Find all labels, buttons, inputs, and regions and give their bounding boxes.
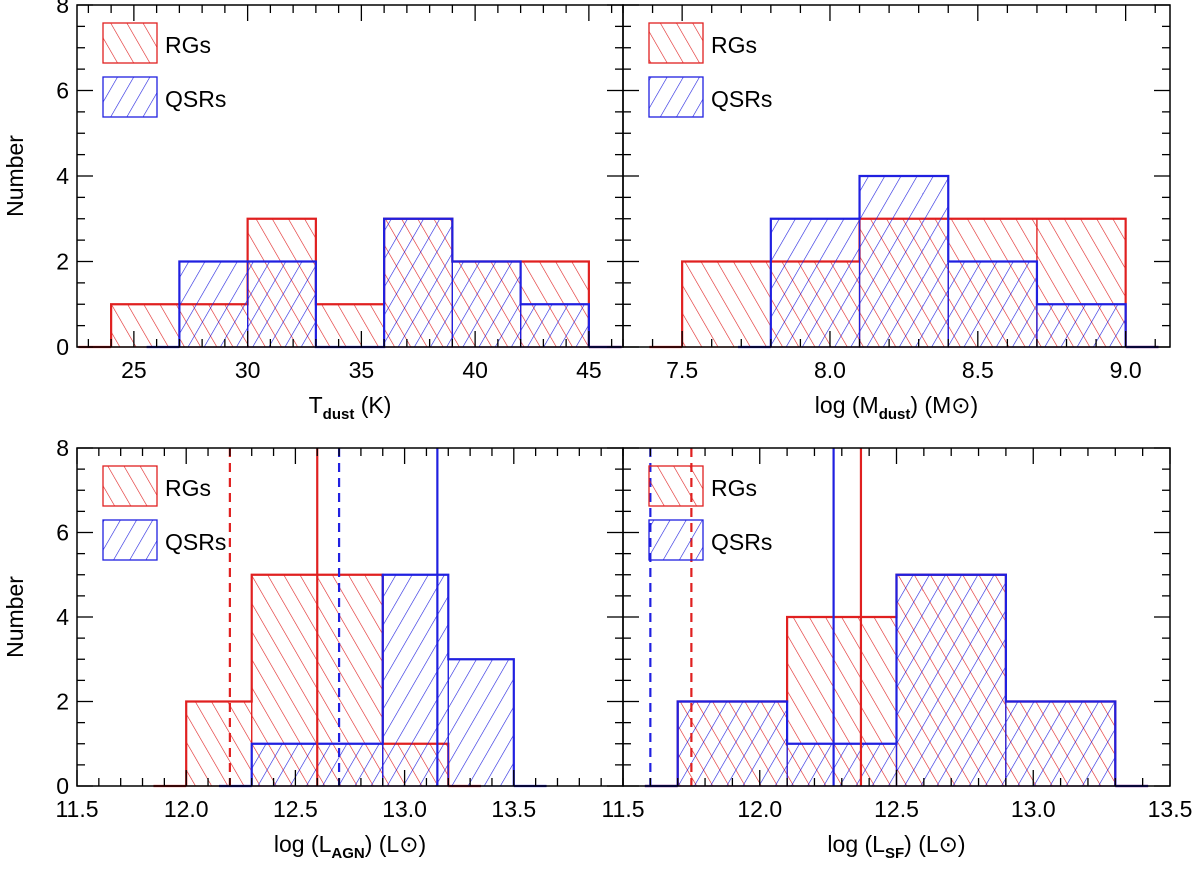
bar-rgs-0 <box>185 700 253 787</box>
legend-label-qsrs: QSRs <box>711 86 772 112</box>
y-tick-label: 6 <box>56 78 69 104</box>
legend-swatch-rgs <box>102 22 158 64</box>
bar-qsrs-3 <box>383 218 453 348</box>
panel-bottom-right: 11.5 12.0 12.5 13.0 13.5 log (LSF) (L⊙) RGs QSR… <box>601 447 1193 862</box>
bar-qsrs-4 <box>451 260 522 348</box>
x-tick-label: 25 <box>121 357 147 383</box>
x-tick-label: 8.5 <box>962 357 994 383</box>
y-tick-label: 8 <box>56 0 69 18</box>
x-tick-label: 12.5 <box>874 796 919 822</box>
x-tick-label: 12.5 <box>273 796 318 822</box>
legend-label-qsrs: QSRs <box>711 529 772 555</box>
x-axis-label: log (LSF) (L⊙) <box>827 831 965 862</box>
legend-swatch-qsrs <box>648 76 704 118</box>
legend-label-rgs: RGs <box>165 475 211 501</box>
bar-qsrs-3 <box>1036 303 1127 348</box>
legend-label-rgs: RGs <box>165 32 211 58</box>
legend-swatch-rgs <box>648 22 704 64</box>
bar-qsrs-0 <box>178 260 249 348</box>
legend-swatch-qsrs <box>102 76 158 118</box>
y-tick-label: 2 <box>56 689 69 715</box>
x-tick-label: 13.0 <box>382 796 427 822</box>
x-tick-label: 13.5 <box>1148 796 1193 822</box>
bar-rgs-0 <box>110 303 180 348</box>
x-tick-label: 35 <box>349 357 375 383</box>
y-tick-label: 6 <box>56 520 69 546</box>
bar-qsrs-1 <box>247 260 317 348</box>
bar-qsrs-0 <box>770 218 861 348</box>
x-tick-label: 13.5 <box>491 796 536 822</box>
panel-top-left: 25 30 35 40 45 0 2 4 6 8 Tdust (K) Number RGs QSRs <box>2 0 624 423</box>
legend-label-qsrs: QSRs <box>165 86 226 112</box>
bar-qsrs-5 <box>520 303 590 348</box>
x-tick-label: 12.0 <box>164 796 209 822</box>
legend-label-qsrs: QSRs <box>165 529 226 555</box>
y-axis-label: Number <box>2 135 28 217</box>
y-tick-label: 0 <box>56 773 69 799</box>
x-tick-label: 13.0 <box>1011 796 1056 822</box>
x-tick-label: 30 <box>235 357 261 383</box>
x-axis-label: log (LAGN) (L⊙) <box>274 831 426 862</box>
x-tick-label: 8.0 <box>814 357 846 383</box>
panel-top-right: 7.5 8.0 8.5 9.0 log (Mdust) (M⊙) RGs QSRs <box>622 4 1171 423</box>
legend-label-rgs: RGs <box>711 475 757 501</box>
legend-swatch-qsrs <box>102 519 158 561</box>
x-tick-label: 11.5 <box>601 796 644 822</box>
x-axis-label: Tdust (K) <box>309 392 392 423</box>
bar-qsrs-2 <box>947 260 1038 348</box>
y-tick-label: 4 <box>56 163 69 189</box>
x-axis-label: log (Mdust) (M⊙) <box>815 392 978 423</box>
y-axis-label: Number <box>2 576 28 658</box>
x-tick-label: 40 <box>462 357 488 383</box>
x-tick-label: 9.0 <box>1110 357 1142 383</box>
bar-qsrs-1 <box>858 175 949 348</box>
x-tick-label: 11.5 <box>55 796 98 822</box>
x-tick-label: 12.0 <box>737 796 782 822</box>
step-outline-qsrs <box>250 573 515 786</box>
legend-swatch-rgs <box>648 465 704 507</box>
y-tick-label: 2 <box>56 249 69 275</box>
y-tick-label: 4 <box>56 604 69 630</box>
bar-qsrs-2 <box>895 574 1007 787</box>
y-tick-label: 0 <box>56 334 69 360</box>
step-outline-qsrs <box>178 217 590 349</box>
bar-rgs-3 <box>315 303 385 348</box>
legend-swatch-qsrs <box>648 519 704 561</box>
panel-bottom-left: 11.5 12.0 12.5 13.0 13.5 0 2 4 6 8 log (LAGN) (L⊙)… <box>2 435 624 862</box>
legend-label-rgs: RGs <box>711 32 757 58</box>
series-qsrs <box>146 217 622 349</box>
step-outline-qsrs <box>676 573 1117 786</box>
bar-qsrs-2 <box>447 658 515 787</box>
series-qsrs <box>644 573 1149 788</box>
x-tick-label: 45 <box>576 357 602 383</box>
x-tick-label: 7.5 <box>666 357 698 383</box>
bar-qsrs-3 <box>1005 700 1116 787</box>
step-outline-qsrs <box>769 174 1127 347</box>
y-tick-label: 8 <box>56 435 69 461</box>
bar-qsrs-0 <box>677 700 788 787</box>
series-qsrs <box>738 174 1159 349</box>
legend-swatch-rgs <box>102 465 158 507</box>
